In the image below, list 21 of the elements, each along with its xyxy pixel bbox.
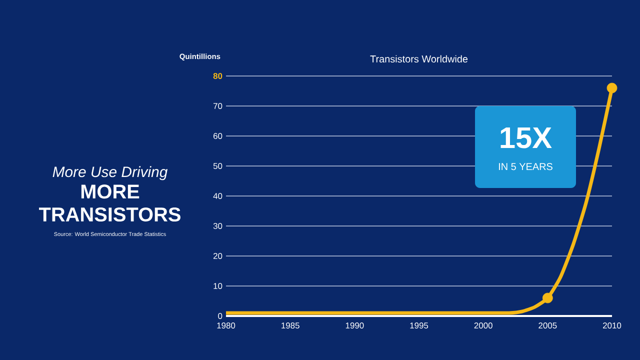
y-tick-label: 20	[213, 253, 222, 259]
y-tick-label: 80	[213, 73, 222, 79]
annotation: IN 5 YEARS	[499, 163, 552, 170]
annotation: 15X	[500, 127, 552, 148]
text: MORE TRANSISTORS	[39, 184, 180, 222]
y-tick-label: 70	[214, 103, 222, 109]
x-tick-label: 2005	[538, 322, 557, 329]
y-tick-label: 60	[214, 133, 222, 139]
x-tick-label: 1980	[217, 322, 236, 329]
x-tick-label: 2000	[474, 322, 492, 329]
y-tick-label: 10	[214, 283, 222, 289]
x-tick-label: 1990	[346, 322, 364, 329]
x-tick-label: 2010	[603, 322, 622, 329]
text: More Use Driving	[52, 166, 168, 180]
x-tick-label: 1985	[282, 322, 300, 329]
x-tick-label: 1995	[410, 322, 428, 329]
y-tick-label: 40	[213, 193, 222, 199]
y-tick-label: 50	[213, 163, 222, 169]
y-tick-label: 0	[218, 313, 222, 319]
y-tick-label: 30	[213, 223, 222, 229]
chart-title: Transistors Worldwide	[370, 55, 468, 62]
